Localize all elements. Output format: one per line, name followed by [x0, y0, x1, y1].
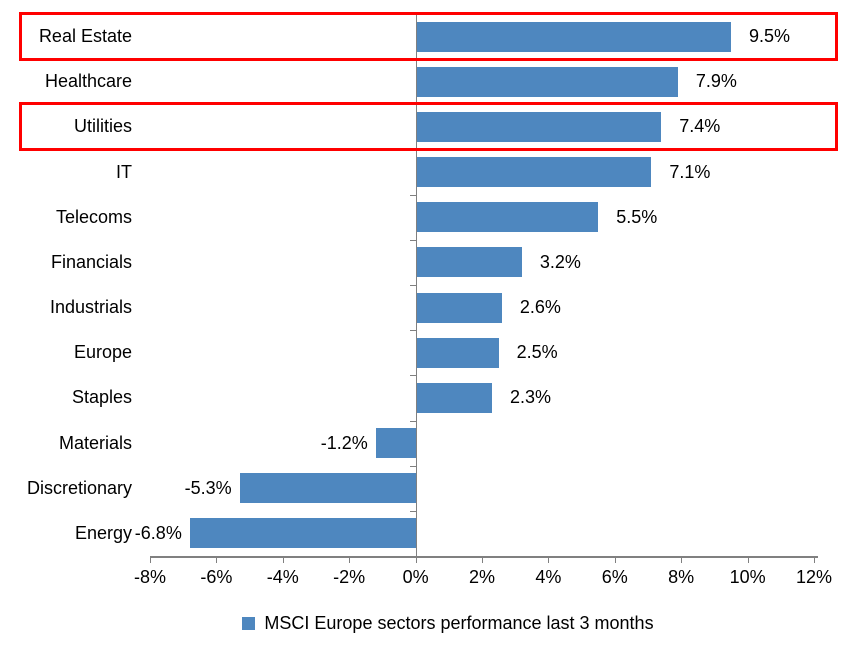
category-label: Energy: [74, 522, 132, 543]
value-label: -1.2%: [320, 432, 368, 453]
category-label: Utilities: [73, 116, 132, 137]
x-axis-tick: [482, 556, 483, 563]
x-tick-label: 0%: [402, 566, 429, 587]
x-tick-label: -6%: [200, 566, 233, 587]
bar: [415, 21, 731, 52]
x-tick-label: 6%: [601, 566, 628, 587]
legend: MSCI Europe sectors performance last 3 m…: [22, 608, 852, 638]
value-label: 9.5%: [749, 26, 791, 47]
value-label: 7.9%: [695, 71, 737, 92]
category-label: Telecoms: [55, 206, 132, 227]
bar: [189, 518, 416, 549]
category-label: Staples: [71, 387, 132, 408]
x-axis-tick: [150, 556, 151, 563]
x-axis-tick: [415, 556, 417, 563]
bar: [239, 473, 416, 504]
value-label: 2.6%: [519, 297, 561, 318]
x-axis-tick: [548, 556, 550, 563]
legend-color-swatch: [242, 616, 256, 630]
y-axis-tick: [409, 375, 416, 377]
y-axis-tick: [409, 239, 416, 241]
value-label: -6.8%: [134, 522, 182, 543]
y-axis-tick: [409, 465, 416, 467]
value-label: 7.1%: [669, 161, 711, 182]
category-label: Materials: [58, 432, 132, 453]
y-axis-tick: [409, 330, 416, 332]
x-axis-tick: [681, 556, 683, 563]
y-axis-tick: [409, 510, 416, 512]
value-label: 3.2%: [539, 251, 581, 272]
x-tick-label: 4%: [535, 566, 562, 587]
bar: [375, 428, 416, 459]
value-label: 5.5%: [616, 206, 658, 227]
bar: [415, 292, 502, 323]
legend-label: MSCI Europe sectors performance last 3 m…: [264, 612, 654, 633]
bar: [415, 382, 492, 413]
highlight-box: [19, 102, 838, 152]
category-label: Financials: [50, 251, 132, 272]
bar: [415, 66, 678, 97]
category-label: Europe: [73, 342, 132, 363]
bar: [415, 247, 522, 278]
x-tick-label: 10%: [729, 566, 766, 587]
x-tick-label: -8%: [133, 566, 166, 587]
value-label: 2.5%: [516, 342, 558, 363]
x-axis-tick: [814, 556, 815, 563]
y-axis-tick: [409, 420, 416, 422]
x-axis-tick: [282, 556, 284, 563]
x-axis-tick: [349, 556, 351, 563]
y-axis-line: [415, 14, 418, 556]
x-tick-label: -2%: [333, 566, 366, 587]
y-axis-tick: [409, 194, 416, 196]
category-label: IT: [116, 161, 132, 182]
y-axis-tick: [409, 285, 416, 286]
value-label: 7.4%: [679, 116, 721, 137]
x-axis-tick: [216, 556, 218, 563]
x-tick-label: 12%: [795, 566, 833, 587]
bar: [415, 157, 652, 188]
x-tick-label: 8%: [668, 566, 695, 587]
x-tick-label: -4%: [266, 566, 299, 587]
value-label: 2.3%: [509, 387, 551, 408]
x-axis-line: [150, 556, 818, 558]
bar: [415, 202, 599, 233]
category-label: Industrials: [49, 297, 132, 318]
category-label: Discretionary: [26, 477, 132, 498]
x-axis-tick: [747, 556, 749, 563]
category-label: Real Estate: [38, 26, 132, 47]
highlight-box: [19, 12, 838, 62]
bar: [415, 111, 662, 142]
value-label: -5.3%: [184, 477, 232, 498]
category-label: Healthcare: [44, 71, 132, 92]
x-tick-label: 2%: [468, 566, 495, 587]
bar: [415, 337, 499, 368]
x-axis-tick: [614, 556, 616, 563]
